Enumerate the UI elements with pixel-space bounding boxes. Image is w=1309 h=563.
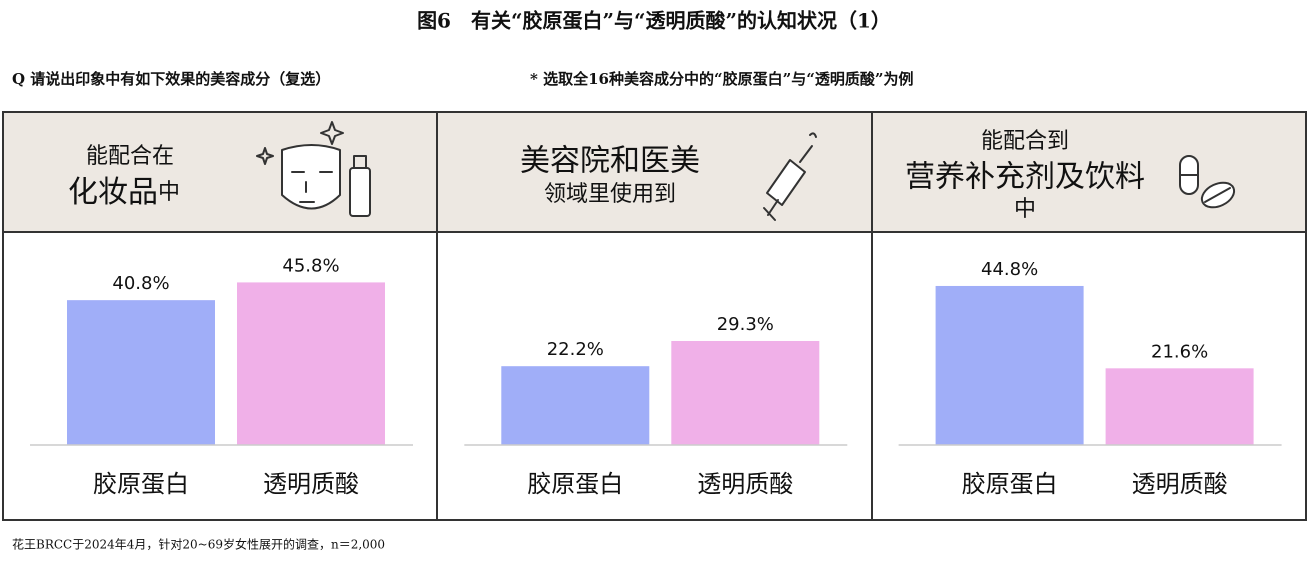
category-label: 胶原蛋白 bbox=[527, 470, 623, 498]
panel-title-suffix: 中 bbox=[158, 180, 180, 205]
category-label: 透明质酸 bbox=[263, 470, 359, 498]
panel-title-main: 化妆品 bbox=[68, 175, 158, 210]
category-label: 透明质酸 bbox=[697, 470, 793, 498]
value-label: 29.3% bbox=[717, 314, 774, 335]
bar bbox=[1105, 368, 1254, 445]
panel-title: 美容院和医美 bbox=[520, 144, 700, 179]
pills-icon bbox=[1179, 155, 1236, 209]
panel-title: 化妆品中 bbox=[68, 175, 180, 210]
category-label: 透明质酸 bbox=[1132, 470, 1228, 498]
page-title: 图6 有关“胶原蛋白”与“透明质酸”的认知状况（1） bbox=[417, 9, 891, 33]
bar bbox=[935, 285, 1084, 445]
note: * 选取全16种美容成分中的“胶原蛋白”与“透明质酸”为例 bbox=[530, 70, 913, 88]
question: Q 请说出印象中有如下效果的美容成分（复选） bbox=[12, 70, 330, 88]
header-band bbox=[3, 112, 1306, 232]
value-label: 22.2% bbox=[547, 339, 604, 360]
bar bbox=[671, 340, 820, 445]
mask-icon bbox=[256, 121, 371, 217]
panel-subtitle: 领域里使用到 bbox=[544, 182, 676, 207]
syringe-icon bbox=[763, 132, 817, 221]
category-label: 胶原蛋白 bbox=[93, 470, 189, 498]
panel-title: 能配合在 bbox=[86, 144, 174, 169]
source: 花王BRCC于2024年4月，针对20~69岁女性展开的调查，n＝2,000 bbox=[12, 537, 385, 552]
value-label: 40.8% bbox=[112, 273, 169, 294]
bar bbox=[67, 300, 215, 445]
panel-title: 能配合到 bbox=[981, 129, 1069, 154]
bar bbox=[237, 282, 385, 445]
value-label: 21.6% bbox=[1151, 341, 1208, 362]
value-label: 44.8% bbox=[981, 259, 1038, 280]
category-label: 胶原蛋白 bbox=[962, 470, 1058, 498]
value-label: 45.8% bbox=[282, 255, 339, 276]
bar bbox=[501, 366, 650, 445]
frame bbox=[2, 111, 1307, 521]
panel-title: 营养补充剂及饮料 bbox=[905, 160, 1145, 195]
panel-title: 中 bbox=[1014, 197, 1036, 222]
